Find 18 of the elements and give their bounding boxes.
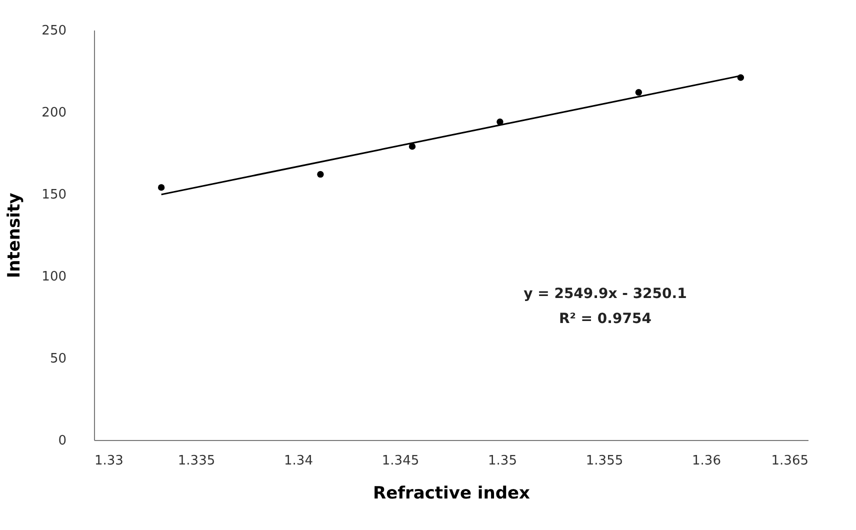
x-tick-label: 1.36 xyxy=(692,454,721,468)
annotation: y = 2549.9x - 3250.1 xyxy=(524,286,687,302)
x-tick-label: 1.365 xyxy=(771,454,808,468)
x-tick-label: 1.335 xyxy=(178,454,216,468)
y-tick-label: 250 xyxy=(42,24,66,38)
x-tick-label: 1.33 xyxy=(94,454,124,468)
y-tick-label: 150 xyxy=(42,188,66,202)
y-tick-label: 200 xyxy=(42,106,66,120)
x-axis-title: Refractive index xyxy=(372,484,530,504)
y-tick-label: 0 xyxy=(58,434,66,448)
annotation: R² = 0.9754 xyxy=(559,311,652,327)
y-axis-title: Intensity xyxy=(4,192,25,278)
x-tick-label: 1.345 xyxy=(382,454,420,468)
y-tick-label: 100 xyxy=(42,270,66,284)
x-tick-label: 1.355 xyxy=(586,454,624,468)
y-tick-label: 50 xyxy=(50,352,66,366)
x-tick-label: 1.35 xyxy=(488,454,517,468)
x-tick-label: 1.34 xyxy=(284,454,313,468)
